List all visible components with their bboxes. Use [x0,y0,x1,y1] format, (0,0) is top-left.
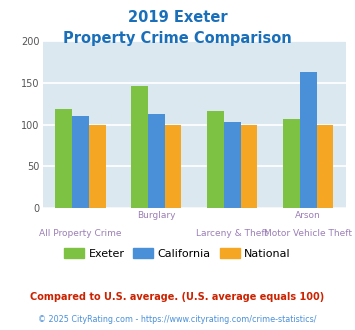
Text: Larceny & Theft: Larceny & Theft [196,229,268,238]
Text: Compared to U.S. average. (U.S. average equals 100): Compared to U.S. average. (U.S. average … [31,292,324,302]
Bar [224,122,241,208]
Bar [165,124,181,208]
Text: 2019 Exeter: 2019 Exeter [128,10,227,25]
Bar [148,114,165,208]
Text: Property Crime Comparison: Property Crime Comparison [63,31,292,46]
Bar [207,111,224,208]
Text: © 2025 CityRating.com - https://www.cityrating.com/crime-statistics/: © 2025 CityRating.com - https://www.city… [38,315,317,324]
Bar [317,124,333,208]
Text: All Property Crime: All Property Crime [39,229,122,238]
Bar [300,72,317,208]
Legend: Exeter, California, National: Exeter, California, National [60,244,295,263]
Bar [241,124,257,208]
Text: Burglary: Burglary [137,211,176,220]
Bar [72,116,89,208]
Text: Arson: Arson [295,211,321,220]
Text: Motor Vehicle Theft: Motor Vehicle Theft [264,229,352,238]
Bar [283,119,300,208]
Bar [89,124,105,208]
Bar [55,109,72,208]
Bar [131,86,148,208]
